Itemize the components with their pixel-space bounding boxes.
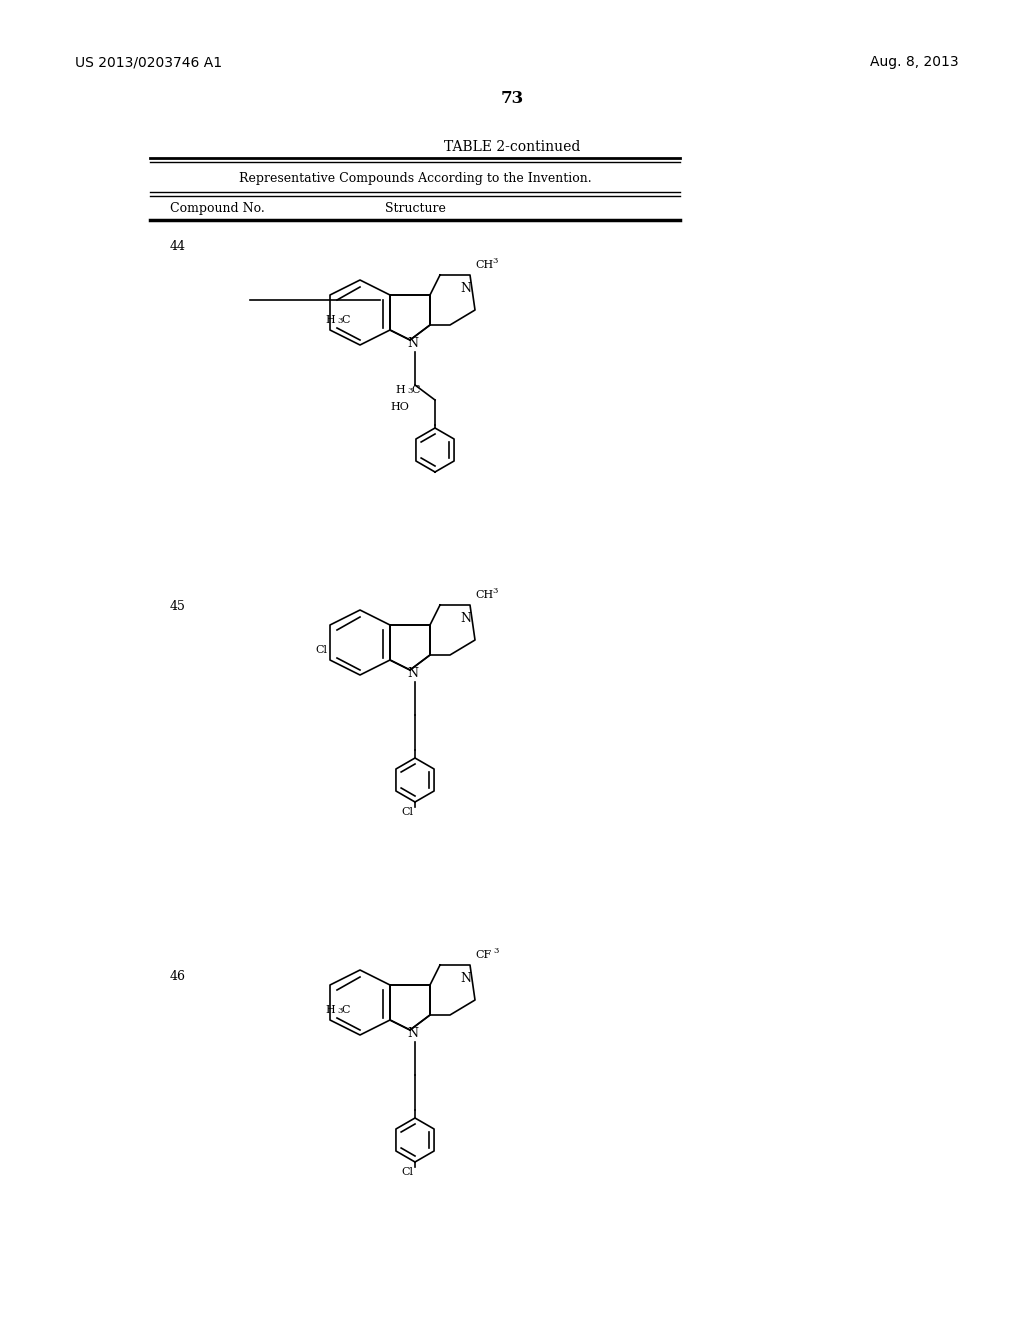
Text: N: N (407, 667, 418, 680)
Text: 3: 3 (337, 1007, 342, 1015)
Text: H: H (325, 1005, 335, 1015)
Text: Cl: Cl (401, 807, 413, 817)
Text: Structure: Structure (385, 202, 445, 215)
Text: TABLE 2-continued: TABLE 2-continued (443, 140, 581, 154)
Text: 44: 44 (170, 240, 186, 253)
Text: CH: CH (475, 590, 494, 601)
Text: H: H (325, 315, 335, 325)
Text: 45: 45 (170, 601, 186, 612)
Text: N: N (407, 1027, 418, 1040)
Text: 3: 3 (492, 257, 498, 265)
Text: Cl: Cl (401, 1167, 413, 1177)
Text: 3: 3 (493, 946, 499, 954)
Text: N: N (407, 337, 418, 350)
Text: 3: 3 (337, 317, 342, 325)
Text: C: C (341, 1005, 349, 1015)
Text: Compound No.: Compound No. (170, 202, 265, 215)
Text: Aug. 8, 2013: Aug. 8, 2013 (870, 55, 958, 69)
Text: H: H (395, 385, 404, 395)
Text: CF: CF (475, 950, 492, 960)
Text: 73: 73 (501, 90, 523, 107)
Text: Representative Compounds According to the Invention.: Representative Compounds According to th… (239, 172, 591, 185)
Text: N: N (460, 972, 471, 985)
Text: HO: HO (390, 403, 409, 412)
Text: C: C (341, 315, 349, 325)
Text: N: N (460, 282, 471, 294)
Text: Cl: Cl (315, 645, 327, 655)
Text: 3: 3 (407, 387, 413, 395)
Text: N: N (460, 612, 471, 624)
Text: 3: 3 (492, 587, 498, 595)
Text: US 2013/0203746 A1: US 2013/0203746 A1 (75, 55, 222, 69)
Text: C: C (411, 385, 420, 395)
Text: CH: CH (475, 260, 494, 271)
Text: 46: 46 (170, 970, 186, 983)
